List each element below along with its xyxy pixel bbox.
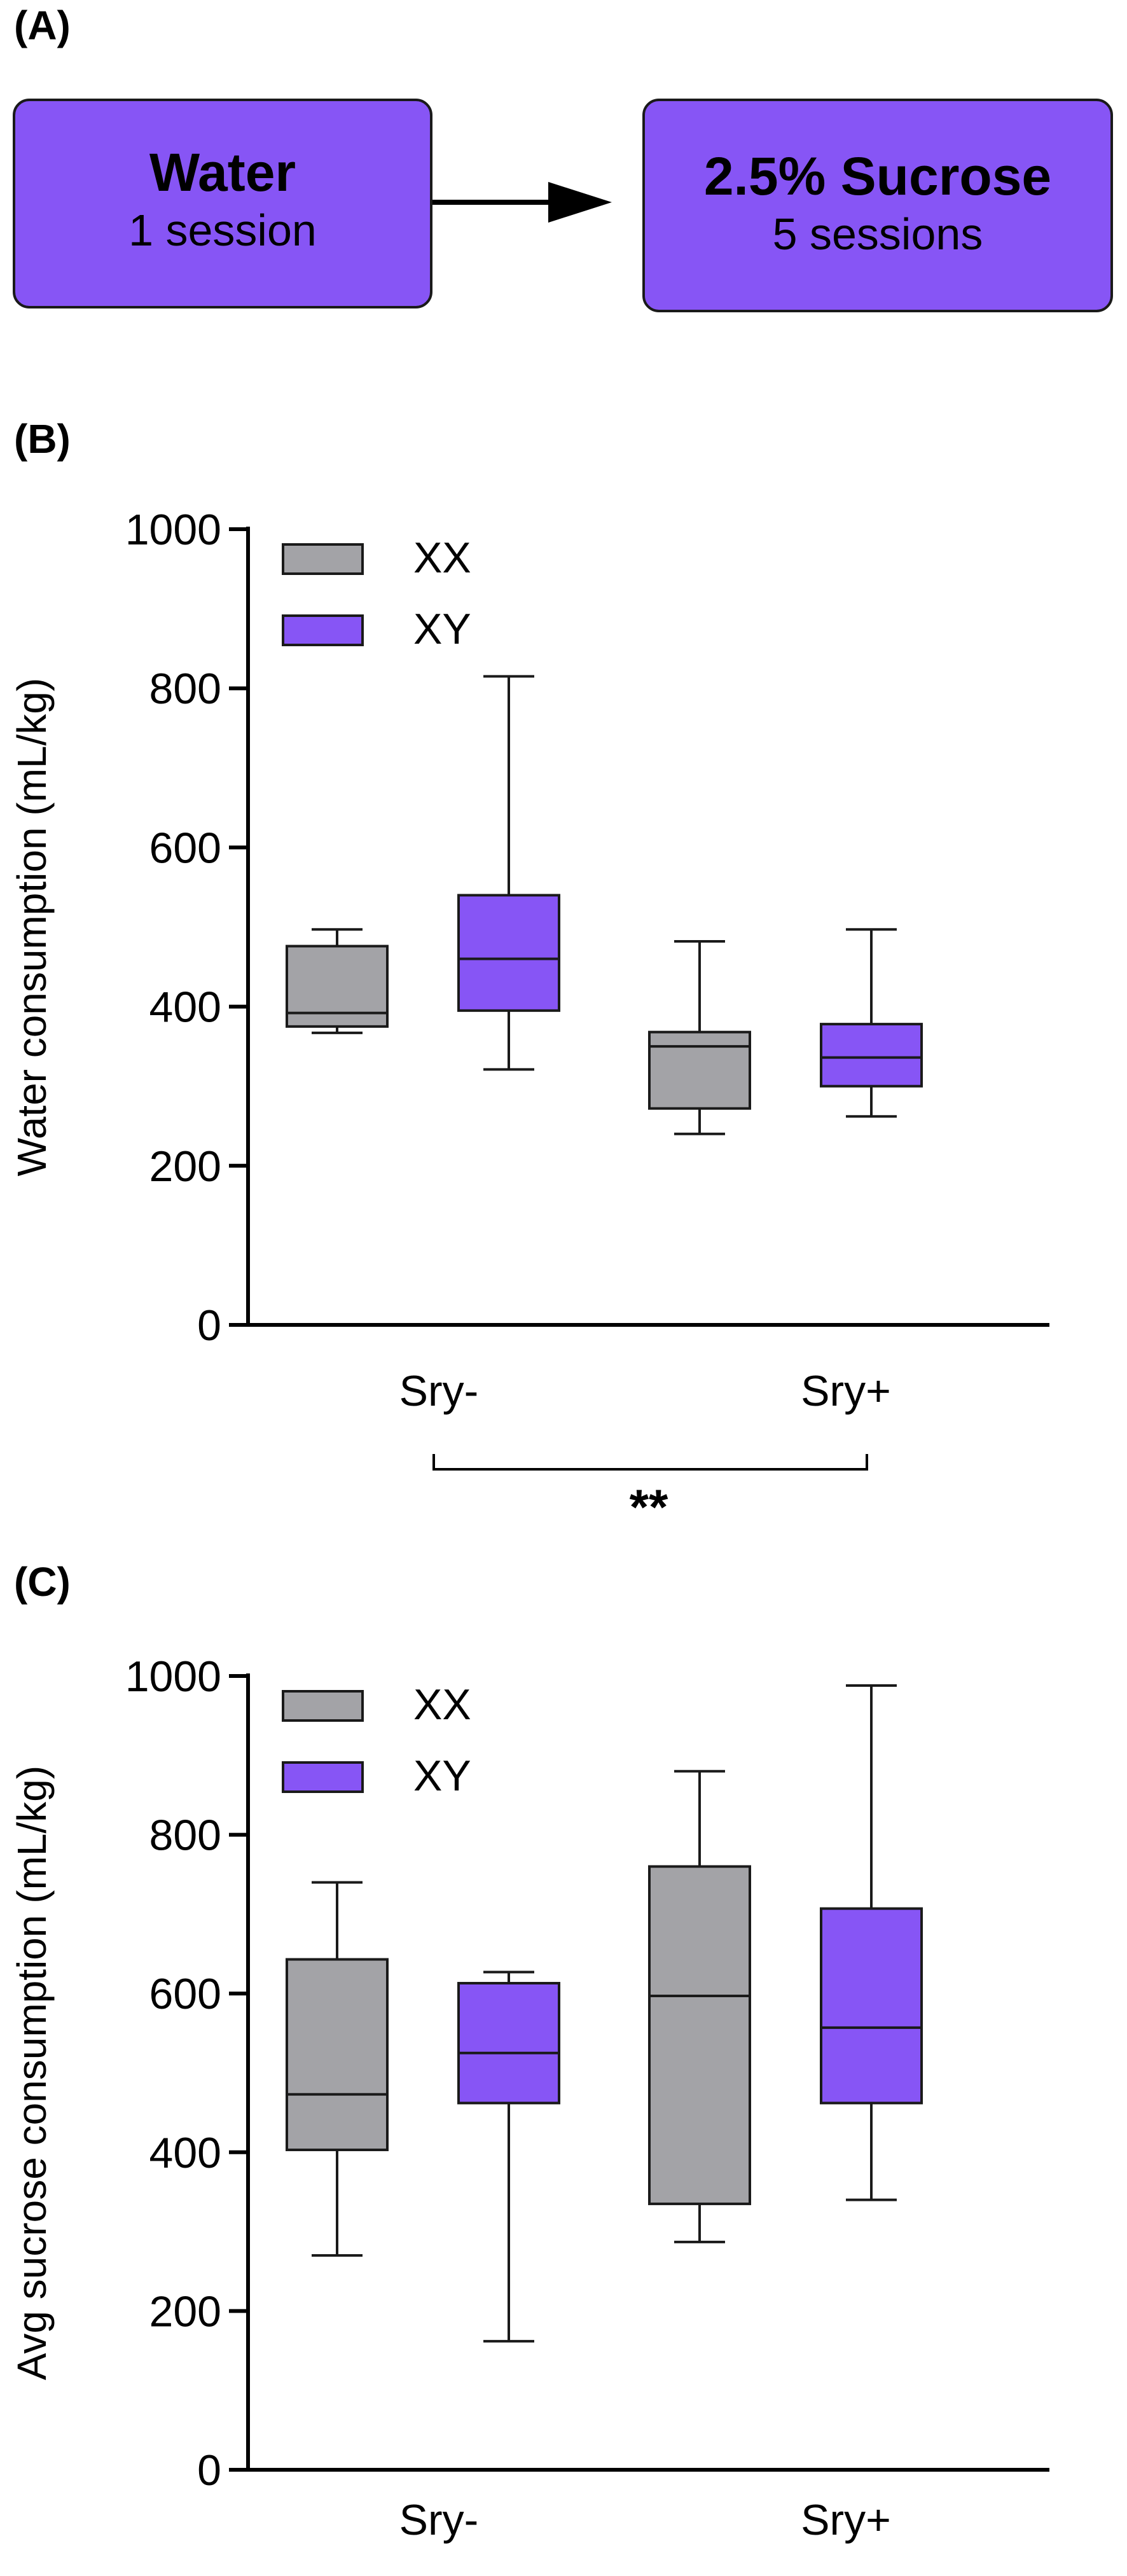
y-tick-label: 400: [149, 2129, 221, 2177]
legend-label-xy: XY: [413, 605, 471, 653]
sucrose-step-box: 2.5% Sucrose 5 sessions: [642, 99, 1113, 312]
legend-label-xy: XY: [413, 1752, 471, 1800]
water-step-subtitle: 1 session: [128, 205, 317, 255]
y-tick-label: 1000: [125, 506, 221, 554]
iqr-box: [286, 1958, 389, 2152]
legend-label-xx: XX: [413, 1680, 471, 1729]
y-tick-label: 600: [149, 824, 221, 872]
y-axis-label: Avg sucrose consumption (mL/kg): [9, 1766, 55, 2380]
x-tick-label: Sry+: [801, 2496, 891, 2544]
y-tick-label: 0: [197, 2446, 221, 2495]
box-xx: [286, 1881, 389, 2257]
box-xy: [820, 928, 923, 1118]
iqr-box: [820, 1023, 923, 1088]
panel-label-a: (A): [14, 3, 71, 48]
box-xy: [457, 1970, 560, 2343]
x-tick-label: Sry-: [399, 1367, 479, 1415]
iqr-box: [457, 1981, 560, 2105]
y-tick-label: 600: [149, 1970, 221, 2018]
significance-marker: **: [629, 1479, 668, 1535]
y-tick-label: 200: [149, 1142, 221, 1191]
box-xy: [457, 675, 560, 1071]
iqr-box: [648, 1030, 751, 1110]
legend-swatch-xx: [282, 1690, 364, 1722]
box-xx: [648, 1769, 751, 2243]
y-tick-label: 800: [149, 1811, 221, 1860]
y-axis-label: Water consumption (mL/kg): [9, 678, 55, 1177]
y-tick-label: 200: [149, 2287, 221, 2336]
y-tick-label: 400: [149, 983, 221, 1032]
y-tick-label: 1000: [125, 1652, 221, 1701]
water-step-title: Water: [149, 142, 296, 202]
legend-label-xx: XX: [413, 534, 471, 582]
y-tick-label: 0: [197, 1301, 221, 1350]
sucrose-step-subtitle: 5 sessions: [772, 209, 983, 259]
x-tick-label: Sry+: [801, 1367, 891, 1415]
iqr-box: [820, 1907, 923, 2105]
panel-label-c: (C): [14, 1559, 71, 1605]
legend-swatch-xy: [282, 614, 364, 646]
box-xx: [286, 928, 389, 1034]
y-tick-label: 800: [149, 665, 221, 713]
sucrose-step-title: 2.5% Sucrose: [703, 146, 1052, 206]
box-xx: [648, 940, 751, 1135]
panel-label-b: (B): [14, 416, 71, 462]
x-tick-label: Sry-: [399, 2496, 479, 2544]
box-xy: [820, 1684, 923, 2201]
legend-swatch-xy: [282, 1761, 364, 1793]
water-step-box: Water 1 session: [13, 99, 432, 308]
legend-swatch-xx: [282, 543, 364, 575]
iqr-box: [457, 894, 560, 1012]
iqr-box: [648, 1865, 751, 2205]
